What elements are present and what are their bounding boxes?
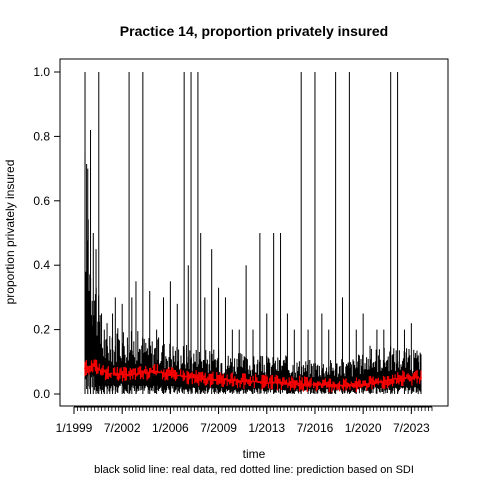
prediction-point-10 xyxy=(210,378,213,381)
y-tick-label-5: 1.0 xyxy=(33,65,50,79)
prediction-point-23 xyxy=(389,378,392,381)
prediction-point-9 xyxy=(197,377,199,379)
prediction-point-19 xyxy=(334,384,337,386)
prediction-point-25 xyxy=(417,377,420,379)
prediction-point-2 xyxy=(100,370,103,373)
y-tick-label-2: 0.4 xyxy=(33,258,50,272)
y-axis: 0.0 0.2 0.4 0.6 0.8 1.0 xyxy=(33,65,61,401)
prediction-point-6 xyxy=(155,370,158,373)
x-tick-label-3: 7/2009 xyxy=(200,421,237,435)
y-tick-label-3: 0.6 xyxy=(33,194,50,208)
chart-title: Practice 14, proportion privately insure… xyxy=(120,23,388,39)
prediction-point-7 xyxy=(169,373,172,376)
prediction-point-15 xyxy=(279,381,282,384)
prediction-point-11 xyxy=(224,378,227,381)
y-tick-label-0: 0.0 xyxy=(33,387,50,401)
x-axis-label: time xyxy=(243,447,266,461)
prediction-point-0 xyxy=(84,367,86,370)
prediction-point-4 xyxy=(128,373,130,376)
prediction-point-12 xyxy=(238,380,241,383)
prediction-point-20 xyxy=(348,385,351,387)
prediction-point-13 xyxy=(252,380,254,383)
plot-data xyxy=(84,72,422,394)
prediction-point-16 xyxy=(293,381,296,384)
prediction-point-3 xyxy=(114,373,117,376)
prediction-point-22 xyxy=(376,381,378,384)
prediction-point-18 xyxy=(320,383,323,386)
prediction-point-1 xyxy=(93,364,96,366)
x-tick-label-7: 7/2023 xyxy=(393,421,430,435)
prediction-point-26 xyxy=(420,377,422,379)
x-axis: 1/1999 7/2002 1/2006 7/2009 1/2013 7/2016 1/20… xyxy=(56,406,433,435)
x-tick-label-0: 1/1999 xyxy=(56,421,93,435)
x-tick-label-4: 1/2013 xyxy=(248,421,285,435)
x-tick-label-5: 7/2016 xyxy=(297,421,334,435)
y-axis-label: proportion privately insured xyxy=(3,160,17,305)
x-tick-label-1: 7/2002 xyxy=(104,421,141,435)
chart-caption: black solid line: real data, red dotted … xyxy=(94,464,414,476)
prediction-point-21 xyxy=(362,383,365,386)
y-tick-label-4: 0.8 xyxy=(33,129,50,143)
prediction-point-24 xyxy=(403,377,406,379)
x-tick-label-6: 1/2020 xyxy=(345,421,382,435)
x-tick-label-2: 1/2006 xyxy=(152,421,189,435)
y-tick-label-1: 0.2 xyxy=(33,323,50,337)
prediction-point-17 xyxy=(307,383,309,386)
prediction-point-14 xyxy=(265,381,268,384)
prediction-point-5 xyxy=(141,372,144,374)
prediction-point-8 xyxy=(183,375,186,378)
